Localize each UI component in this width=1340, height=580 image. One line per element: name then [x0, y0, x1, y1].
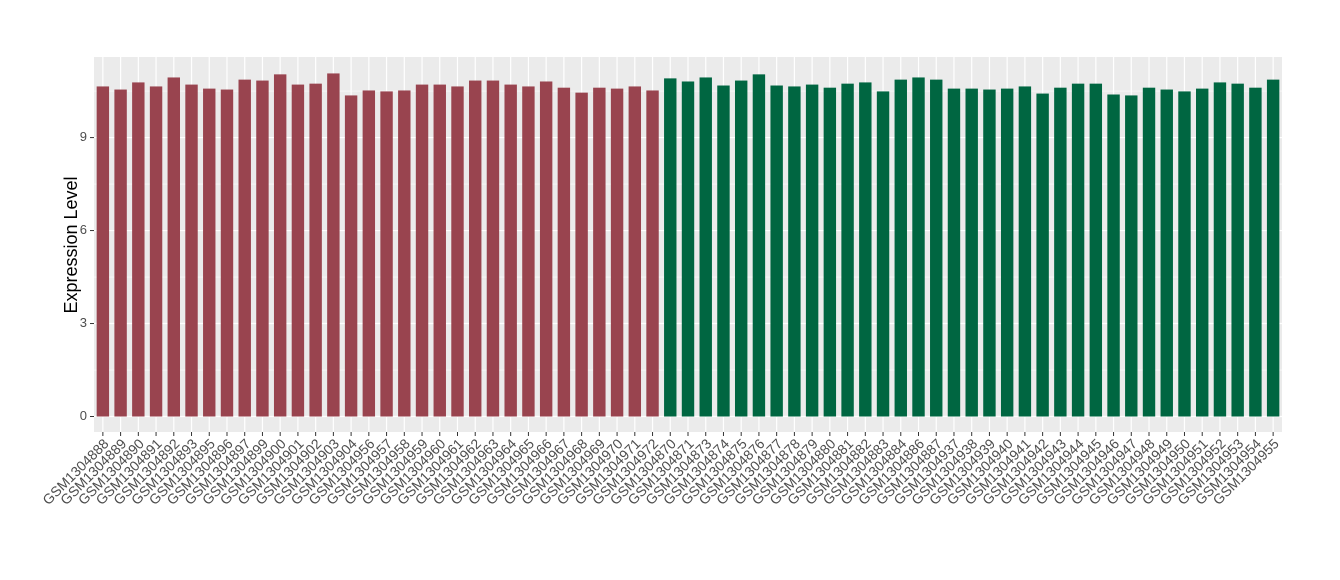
bar [398, 90, 411, 417]
bar [362, 90, 376, 417]
bar [823, 87, 837, 417]
bar [575, 92, 588, 417]
bar [894, 79, 907, 417]
bar [1213, 82, 1227, 417]
bar [1089, 83, 1103, 417]
bar [664, 78, 677, 417]
bar [1036, 93, 1049, 417]
bar [788, 86, 801, 417]
bar [469, 80, 482, 417]
y-tick-label: 6 [80, 222, 87, 237]
bar [185, 84, 198, 417]
bar [805, 84, 819, 417]
bar [1231, 83, 1244, 417]
bar [912, 77, 925, 417]
bar [415, 84, 429, 417]
bar [593, 87, 606, 417]
bar [486, 80, 500, 417]
bar [1125, 95, 1138, 417]
bar [1018, 86, 1032, 417]
bar [930, 79, 943, 417]
bar [273, 74, 287, 417]
bar [291, 84, 305, 417]
bar [132, 82, 145, 417]
bar [539, 81, 553, 417]
bar [1178, 91, 1191, 417]
bar [1054, 87, 1067, 417]
bar [149, 86, 163, 417]
bar [96, 86, 110, 417]
bar [167, 77, 180, 417]
bar [610, 88, 624, 417]
bar [699, 77, 712, 417]
y-axis-title: Expression Level [61, 176, 81, 313]
bar [947, 88, 961, 417]
bar [1000, 88, 1014, 417]
bar [734, 80, 748, 417]
bar [256, 80, 269, 417]
bar [841, 83, 854, 417]
bar [309, 83, 322, 417]
bar [859, 82, 872, 417]
bar [557, 87, 571, 417]
bar [1249, 87, 1262, 417]
bar [203, 88, 216, 417]
bar [1071, 83, 1085, 417]
bar [327, 73, 340, 417]
bar [1160, 89, 1173, 417]
bar [344, 95, 358, 417]
bar [1142, 87, 1156, 417]
bar [451, 86, 464, 417]
bar [1266, 79, 1280, 417]
bar [1196, 88, 1209, 417]
bar [983, 89, 996, 417]
bar [1107, 94, 1120, 417]
bar [770, 85, 783, 417]
bar [752, 74, 766, 417]
bar [522, 86, 535, 417]
bar [876, 91, 890, 417]
y-tick-label: 3 [80, 315, 87, 330]
y-tick-label: 9 [80, 129, 87, 144]
bar [504, 84, 517, 417]
bar [681, 81, 695, 417]
y-tick-label: 0 [80, 408, 87, 423]
bar [380, 91, 393, 417]
bar [628, 86, 642, 417]
bar [717, 85, 730, 417]
bar [114, 89, 127, 417]
bar [646, 90, 659, 417]
bar [238, 79, 251, 417]
bar [965, 88, 978, 417]
bar [433, 84, 446, 417]
bar [220, 89, 234, 417]
